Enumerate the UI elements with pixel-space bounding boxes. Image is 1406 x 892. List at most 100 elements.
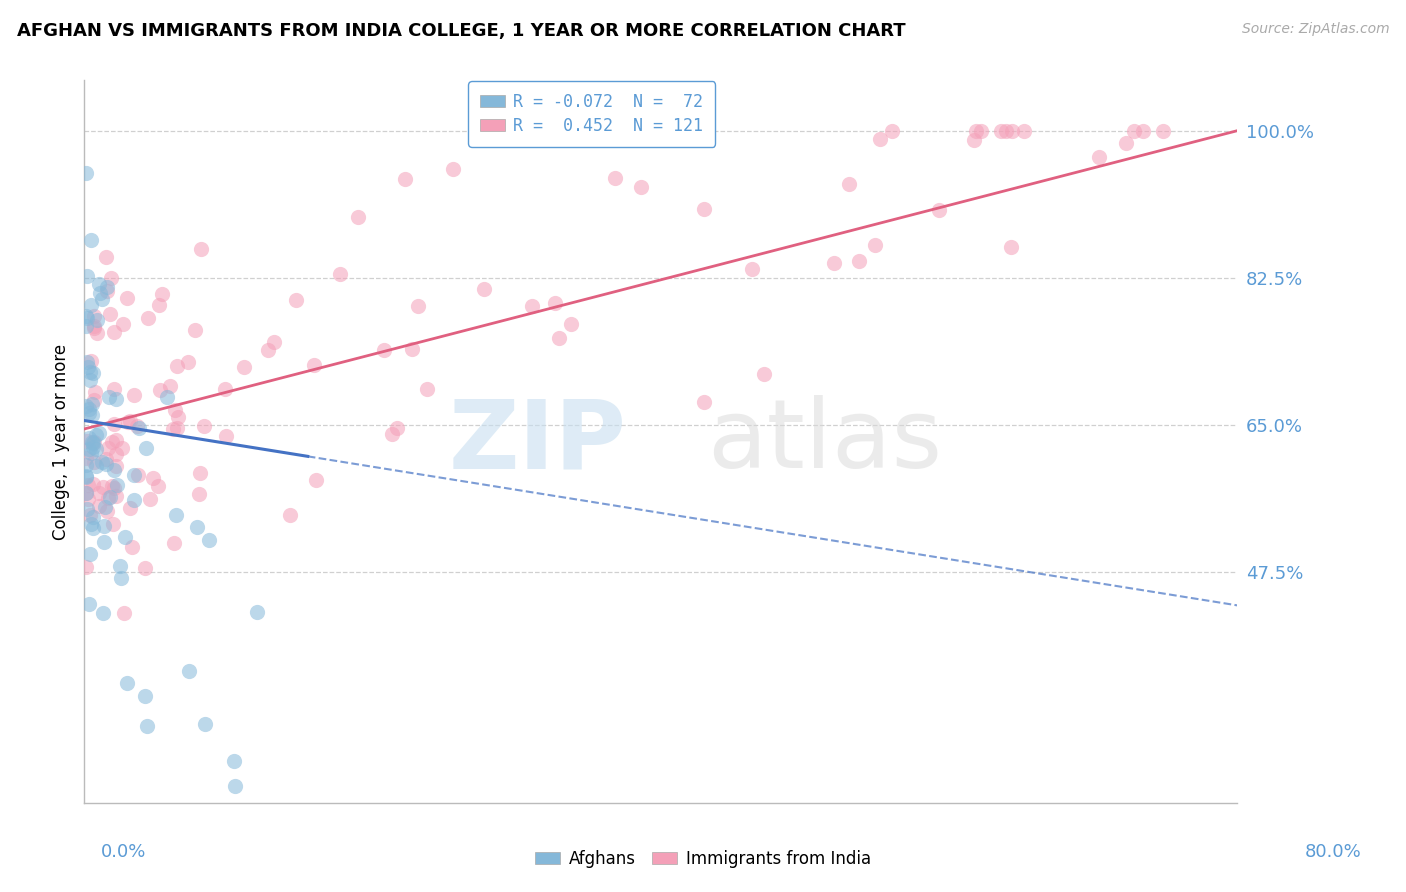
Point — [96, 503, 118, 517]
Point — [166, 359, 188, 373]
Point — [100, 490, 122, 504]
Point — [373, 343, 395, 357]
Point — [823, 256, 845, 270]
Point — [89, 486, 111, 500]
Point — [83, 318, 105, 333]
Point — [97, 442, 120, 456]
Point — [82, 397, 104, 411]
Point — [110, 559, 132, 574]
Point — [246, 605, 269, 619]
Point — [83, 310, 105, 324]
Point — [165, 508, 187, 522]
Point — [104, 447, 127, 461]
Point — [441, 162, 464, 177]
Point — [82, 521, 104, 535]
Point — [83, 392, 105, 407]
Point — [84, 428, 107, 442]
Point — [693, 202, 716, 216]
Point — [75, 486, 97, 500]
Point — [142, 471, 165, 485]
Point — [97, 491, 120, 505]
Point — [163, 535, 186, 549]
Point — [79, 373, 101, 387]
Point — [79, 402, 101, 417]
Point — [98, 306, 121, 320]
Point — [134, 560, 156, 574]
Point — [156, 390, 179, 404]
Point — [970, 124, 993, 138]
Point — [135, 718, 157, 732]
Point — [1152, 124, 1174, 138]
Point — [543, 295, 565, 310]
Point — [215, 428, 238, 442]
Point — [1088, 150, 1111, 164]
Point — [135, 441, 157, 455]
Point — [381, 427, 404, 442]
Point — [75, 319, 97, 334]
Point — [865, 237, 887, 252]
Point — [86, 313, 108, 327]
Point — [80, 446, 103, 460]
Point — [560, 318, 582, 332]
Point — [83, 321, 105, 335]
Point — [1122, 124, 1144, 138]
Point — [329, 267, 352, 281]
Point — [76, 501, 98, 516]
Point — [75, 560, 97, 574]
Point — [105, 478, 128, 492]
Point — [263, 335, 285, 350]
Point — [387, 421, 409, 435]
Point — [406, 299, 429, 313]
Point — [101, 478, 124, 492]
Point — [79, 233, 101, 247]
Point — [75, 485, 97, 500]
Point — [167, 409, 190, 424]
Point — [186, 520, 208, 534]
Text: 80.0%: 80.0% — [1305, 843, 1361, 861]
Point — [190, 466, 212, 480]
Point — [75, 458, 97, 472]
Point — [838, 177, 860, 191]
Point — [94, 250, 117, 264]
Point — [89, 277, 111, 291]
Point — [115, 291, 138, 305]
Point — [76, 354, 98, 368]
Point — [222, 754, 245, 768]
Point — [91, 480, 114, 494]
Point — [84, 458, 107, 473]
Point — [79, 508, 101, 522]
Point — [82, 476, 104, 491]
Point — [75, 166, 97, 180]
Point — [198, 533, 221, 548]
Text: atlas: atlas — [707, 395, 942, 488]
Point — [101, 435, 124, 450]
Point — [100, 271, 122, 285]
Point — [75, 450, 97, 465]
Point — [416, 382, 439, 396]
Text: Source: ZipAtlas.com: Source: ZipAtlas.com — [1241, 22, 1389, 37]
Point — [304, 358, 326, 372]
Point — [214, 383, 236, 397]
Point — [880, 124, 903, 138]
Point — [122, 492, 145, 507]
Point — [284, 293, 307, 307]
Point — [82, 441, 104, 455]
Point — [110, 570, 132, 584]
Point — [118, 500, 141, 515]
Point — [693, 394, 716, 409]
Point — [150, 287, 173, 301]
Point — [1132, 124, 1154, 138]
Point — [76, 434, 98, 449]
Point — [76, 311, 98, 326]
Point — [103, 463, 125, 477]
Point — [103, 382, 125, 396]
Point — [80, 434, 103, 449]
Point — [82, 366, 104, 380]
Point — [166, 421, 188, 435]
Point — [75, 469, 97, 483]
Point — [401, 342, 423, 356]
Point — [89, 425, 111, 440]
Point — [163, 403, 186, 417]
Point — [83, 434, 105, 449]
Point — [190, 243, 212, 257]
